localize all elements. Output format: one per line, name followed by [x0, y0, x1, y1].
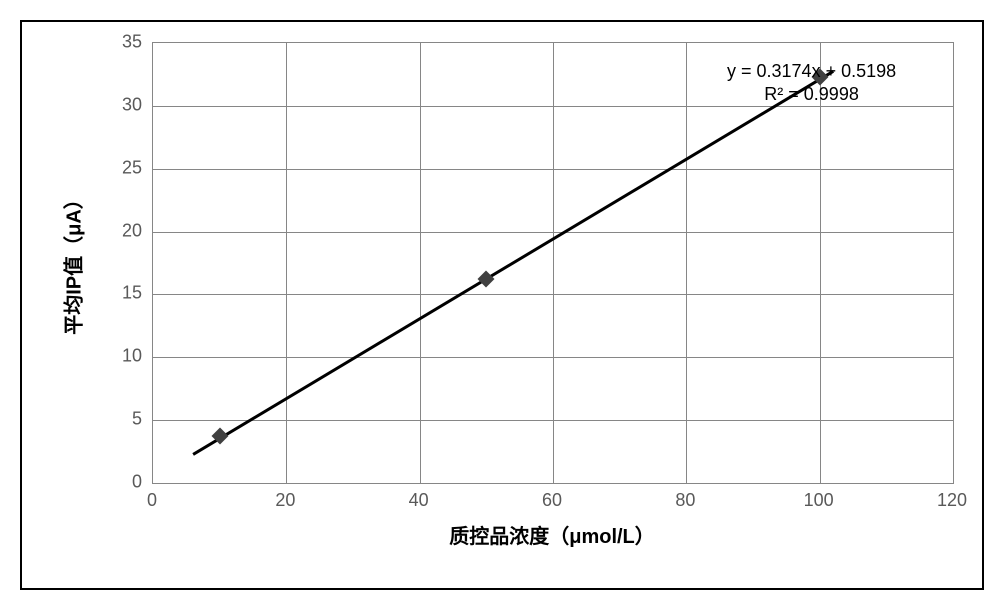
y-tick-label: 20 [122, 220, 142, 241]
gridline-horizontal [153, 294, 953, 295]
gridline-vertical [820, 43, 821, 483]
x-axis-label: 质控品浓度（μmol/L） [449, 520, 655, 549]
y-tick-label: 10 [122, 346, 142, 367]
y-tick-label: 25 [122, 157, 142, 178]
x-tick-label: 120 [937, 490, 967, 511]
gridline-horizontal [153, 232, 953, 233]
trendline [192, 70, 833, 455]
x-tick-label: 0 [147, 490, 157, 511]
equation-line: y = 0.3174x + 0.5198 [727, 60, 896, 83]
x-tick-label: 80 [675, 490, 695, 511]
gridline-horizontal [153, 357, 953, 358]
gridline-vertical [553, 43, 554, 483]
gridline-vertical [286, 43, 287, 483]
plot-area [152, 42, 954, 484]
x-tick-label: 40 [409, 490, 429, 511]
chart-outer-frame: 质控品浓度（μmol/L） 平均IP值（μA） y = 0.3174x + 0.… [20, 20, 984, 590]
y-axis-label: 平均IP值（μA） [58, 189, 87, 335]
x-tick-label: 20 [275, 490, 295, 511]
y-tick-label: 15 [122, 283, 142, 304]
y-tick-label: 35 [122, 32, 142, 53]
r-squared-line: R² = 0.9998 [727, 83, 896, 106]
x-tick-label: 60 [542, 490, 562, 511]
y-tick-label: 5 [132, 409, 142, 430]
gridline-vertical [420, 43, 421, 483]
x-tick-label: 100 [804, 490, 834, 511]
gridline-vertical [686, 43, 687, 483]
y-tick-label: 0 [132, 472, 142, 493]
gridline-horizontal [153, 169, 953, 170]
gridline-horizontal [153, 420, 953, 421]
y-tick-label: 30 [122, 94, 142, 115]
trendline-equation: y = 0.3174x + 0.5198 R² = 0.9998 [727, 60, 896, 107]
